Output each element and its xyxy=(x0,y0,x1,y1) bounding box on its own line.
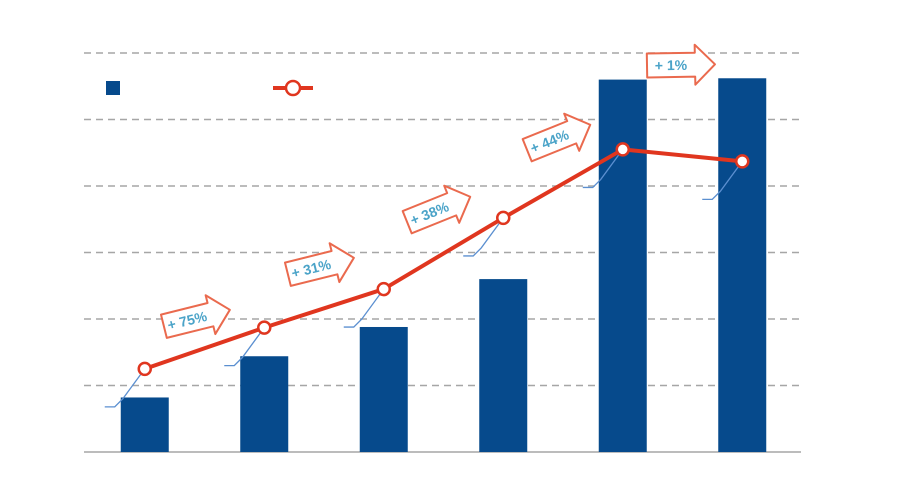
growth-arrow-4: + 44% xyxy=(521,112,592,163)
leader-line-4 xyxy=(463,217,504,257)
bar-2 xyxy=(240,356,289,452)
growth-arrow-shape-2 xyxy=(283,242,355,287)
bar-series xyxy=(120,78,767,453)
bar-6 xyxy=(718,78,767,453)
line-point-3 xyxy=(376,281,391,297)
bar-4 xyxy=(479,279,528,452)
line-series xyxy=(137,142,750,377)
leader-lines xyxy=(104,149,743,408)
growth-arrow-shape-4 xyxy=(521,112,592,163)
bar-1 xyxy=(120,397,169,452)
legend xyxy=(106,79,313,97)
growth-arrow-2: + 31% xyxy=(283,242,355,287)
line-point-6 xyxy=(735,154,750,169)
growth-arrow-shape-1 xyxy=(159,294,231,339)
legend-line-swatch xyxy=(273,79,313,97)
line-point-1 xyxy=(137,361,152,377)
legend-bar-swatch xyxy=(106,81,120,95)
line-series-path xyxy=(144,147,743,371)
growth-arrow-shape-3 xyxy=(401,184,472,235)
bar-3 xyxy=(359,326,408,452)
bar-5 xyxy=(598,79,647,452)
growth-arrow-3: + 38% xyxy=(401,184,472,235)
growth-arrow-5: + 1% xyxy=(645,43,716,86)
leader-line-5 xyxy=(582,149,624,189)
leader-line-1 xyxy=(104,368,146,408)
leader-line-2 xyxy=(224,327,265,367)
gridlines xyxy=(84,52,801,453)
line-point-5 xyxy=(615,142,630,157)
growth-label-5: + 1% xyxy=(655,57,688,74)
line-point-4 xyxy=(496,210,511,226)
leader-line-6 xyxy=(702,161,743,201)
line-point-2 xyxy=(257,320,272,335)
leader-line-3 xyxy=(343,288,385,328)
growth-arrow-1: + 75% xyxy=(159,294,231,339)
growth-arrow-shape-5 xyxy=(645,43,716,86)
